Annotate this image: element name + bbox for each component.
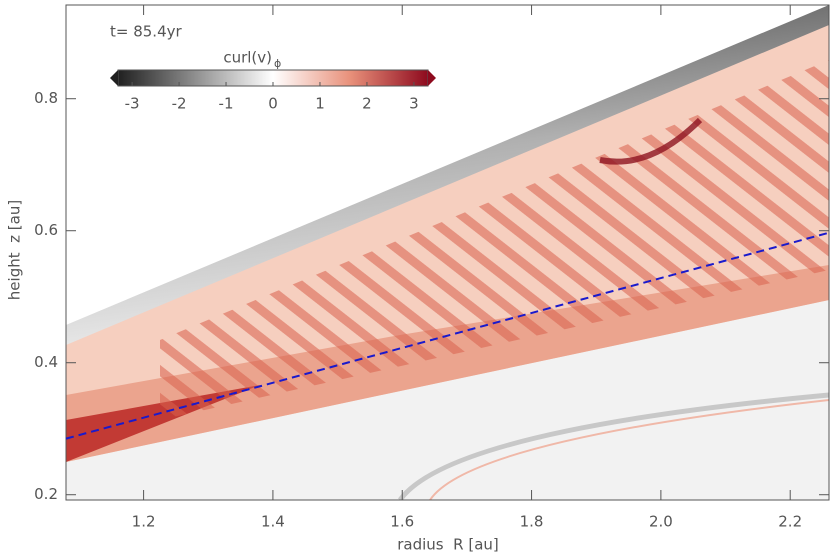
x-tick-label: 2.2 (778, 513, 802, 531)
plot-frame (65, 4, 830, 501)
colorbar-tick-label: 3 (409, 95, 419, 113)
colorbar-tick-label: -2 (172, 95, 187, 113)
x-tick-label: 1.2 (132, 513, 156, 531)
x-tick-label: 1.8 (520, 513, 544, 531)
y-axis-label: height z [au] (6, 200, 24, 300)
chart-title: t= 85.4yr (110, 23, 182, 41)
colorbar-label-sub: ϕ (274, 57, 281, 70)
colorbar-arrow (428, 70, 436, 86)
colorbar-tick-label: 2 (362, 95, 372, 113)
x-tick-label: 1.6 (390, 513, 414, 531)
field (66, 5, 829, 500)
x-tick-label: 1.4 (261, 513, 285, 531)
y-tick-label: 0.2 (34, 485, 58, 503)
dashed-line (65, 231, 830, 440)
colorbar-arrow (110, 70, 118, 86)
y-tick-label: 0.6 (34, 221, 58, 239)
y-tick-label: 0.8 (34, 89, 58, 107)
colorbar-tick-label: -3 (125, 95, 140, 113)
y-tick-label: 0.4 (34, 353, 58, 371)
colorbar-tick-label: 1 (315, 95, 325, 113)
colorbar-tick-label: -1 (219, 95, 234, 113)
colorbar-tick-label: 0 (268, 95, 278, 113)
x-axis-label: radius R [au] (397, 536, 499, 554)
x-tick-label: 2.0 (649, 513, 673, 531)
colorbar-label: curl(v) (223, 49, 272, 67)
